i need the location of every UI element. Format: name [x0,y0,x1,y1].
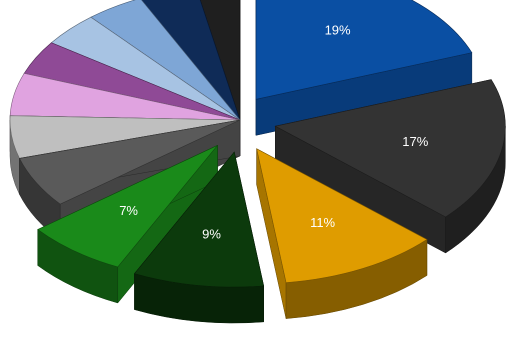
pie-slice-4 [133,151,265,324]
pie-slice-3 [256,148,428,319]
slice-label-2: 17% [402,134,428,149]
slice-label-3: 11% [310,215,335,230]
slice-label-1: 19% [325,23,351,38]
slice-label-5: 7% [119,203,138,218]
pie-slice-2 [274,79,506,254]
slice-label-4: 9% [202,227,221,242]
